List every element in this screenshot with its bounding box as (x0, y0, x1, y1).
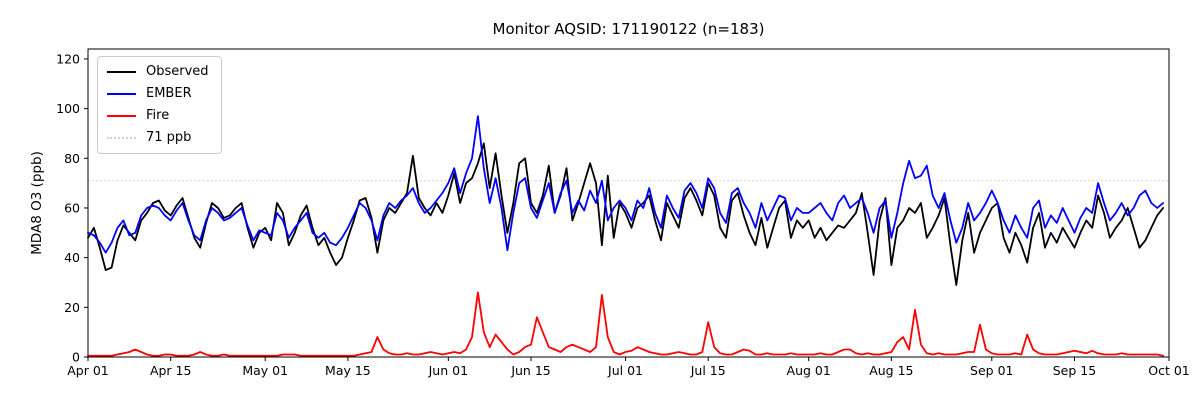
x-tick-label: Jul 01 (607, 363, 643, 378)
x-tick-label: Apr 01 (67, 363, 109, 378)
legend-item-71-ppb: 71 ppb (107, 130, 209, 145)
y-tick-label: 0 (72, 350, 80, 365)
y-tick-label: 60 (64, 200, 80, 215)
legend-label: 71 ppb (146, 130, 192, 145)
x-tick-label: May 01 (242, 363, 288, 378)
legend-label: Observed (146, 64, 209, 79)
legend-item-ember: EMBER (107, 86, 209, 101)
legend-swatch-1 (107, 92, 136, 95)
legend-item-fire: Fire (107, 108, 209, 123)
legend-swatch-3 (107, 136, 136, 139)
y-tick-label: 40 (64, 250, 80, 265)
legend-item-observed: Observed (107, 64, 209, 79)
x-tick-label: Aug 15 (869, 363, 913, 378)
legend-swatch-2 (107, 114, 136, 117)
legend-label: EMBER (146, 86, 192, 101)
series-line-ember (87, 115, 1164, 254)
series-line-observed (87, 142, 1164, 286)
x-tick-label: Aug 01 (787, 363, 831, 378)
x-tick-label: May 15 (325, 363, 371, 378)
x-tick-label: Sep 15 (1053, 363, 1096, 378)
y-tick-label: 20 (64, 300, 80, 315)
series-line-fire (87, 291, 1164, 357)
chart-title: Monitor AQSID: 171190122 (n=183) (492, 20, 765, 38)
legend-swatch-0 (107, 70, 136, 73)
axes-frame (87, 48, 1170, 358)
legend-label: Fire (146, 108, 170, 123)
y-tick-label: 120 (56, 51, 80, 66)
x-tick-label: Apr 15 (150, 363, 192, 378)
x-tick-label: Sep 01 (970, 363, 1013, 378)
y-tick-label: 100 (56, 101, 80, 116)
x-tick-label: Jun 15 (510, 363, 550, 378)
y-tick-label: 80 (64, 151, 80, 166)
x-tick-label: Jun 01 (428, 363, 468, 378)
legend-box: Observed EMBER Fire 71 ppb (97, 56, 222, 154)
x-tick-label: Oct 01 (1148, 363, 1190, 378)
x-tick-label: Jul 15 (690, 363, 726, 378)
